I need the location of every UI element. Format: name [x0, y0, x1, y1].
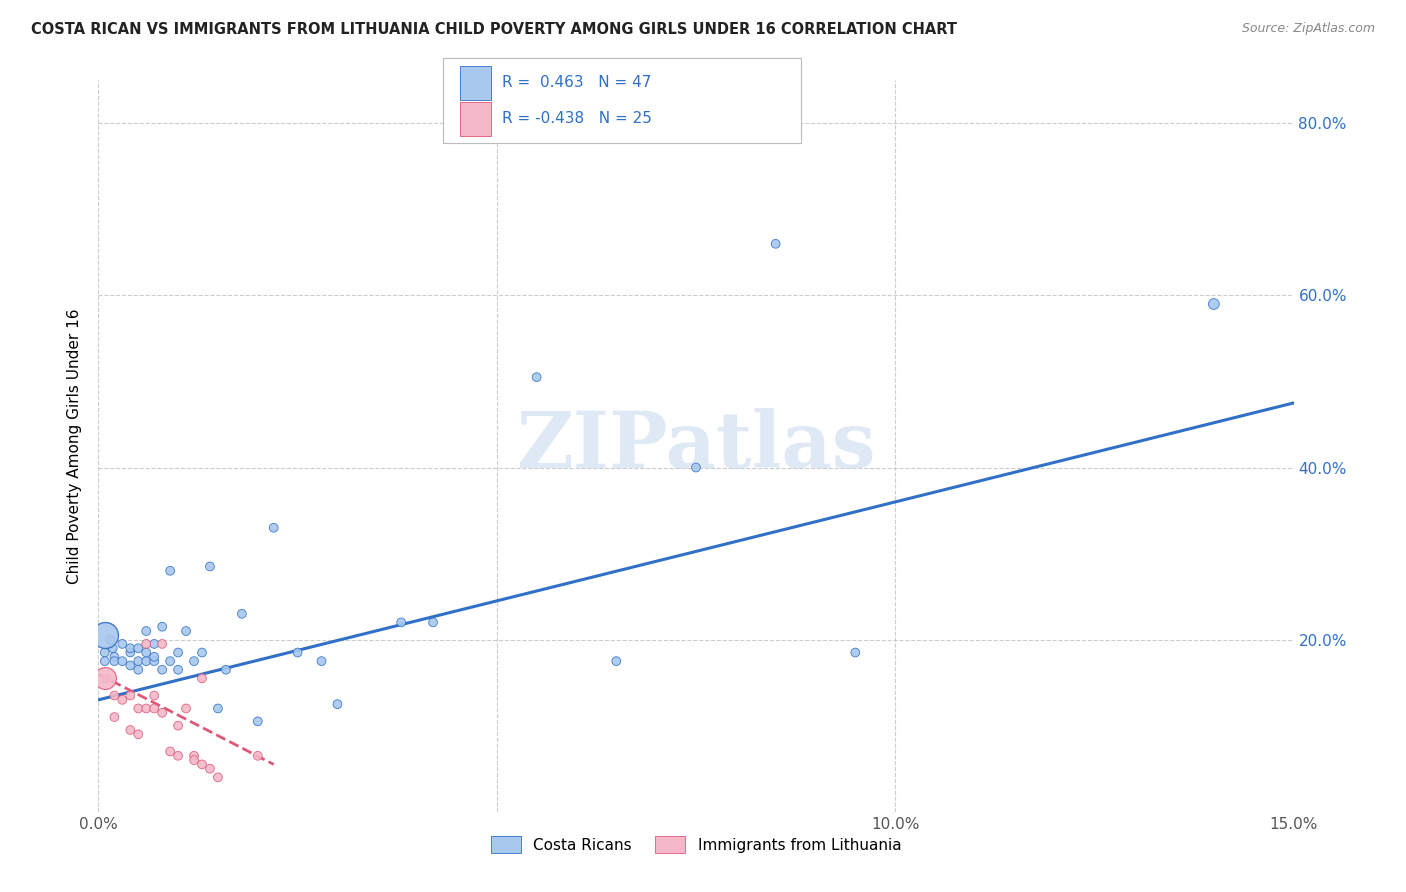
- Point: [150, 663, 173, 677]
- Point: [159, 744, 181, 758]
- Text: R =  0.463   N = 47: R = 0.463 N = 47: [502, 76, 651, 90]
- Point: [127, 654, 149, 668]
- Point: [215, 663, 238, 677]
- Point: [127, 663, 149, 677]
- Point: [207, 701, 229, 715]
- Point: [94, 671, 117, 685]
- Point: [127, 727, 149, 741]
- Text: Source: ZipAtlas.com: Source: ZipAtlas.com: [1241, 22, 1375, 36]
- Point: [120, 641, 142, 656]
- Point: [143, 701, 166, 715]
- Point: [174, 701, 197, 715]
- Point: [685, 460, 707, 475]
- Point: [120, 723, 142, 737]
- Point: [287, 646, 309, 660]
- Point: [167, 646, 190, 660]
- Point: [120, 646, 142, 660]
- Point: [198, 559, 221, 574]
- Point: [111, 637, 134, 651]
- Point: [135, 637, 157, 651]
- Point: [167, 748, 190, 763]
- Point: [326, 697, 349, 711]
- Point: [103, 649, 125, 664]
- Point: [127, 701, 149, 715]
- Text: ZIPatlas: ZIPatlas: [516, 408, 876, 484]
- Point: [231, 607, 253, 621]
- Point: [183, 753, 205, 767]
- Point: [101, 641, 124, 656]
- Text: R = -0.438   N = 25: R = -0.438 N = 25: [502, 112, 652, 126]
- Point: [605, 654, 627, 668]
- Point: [183, 654, 205, 668]
- Point: [311, 654, 333, 668]
- Text: COSTA RICAN VS IMMIGRANTS FROM LITHUANIA CHILD POVERTY AMONG GIRLS UNDER 16 CORR: COSTA RICAN VS IMMIGRANTS FROM LITHUANIA…: [31, 22, 957, 37]
- Point: [191, 757, 214, 772]
- Point: [1202, 297, 1225, 311]
- Point: [143, 649, 166, 664]
- Point: [103, 689, 125, 703]
- Point: [844, 646, 866, 660]
- Point: [150, 637, 173, 651]
- Legend: Costa Ricans, Immigrants from Lithuania: Costa Ricans, Immigrants from Lithuania: [485, 830, 907, 859]
- Point: [207, 770, 229, 784]
- Point: [198, 762, 221, 776]
- Point: [159, 654, 181, 668]
- Point: [526, 370, 548, 384]
- Point: [150, 706, 173, 720]
- Point: [246, 714, 269, 729]
- Point: [183, 748, 205, 763]
- Point: [135, 624, 157, 638]
- Point: [143, 689, 166, 703]
- Point: [127, 641, 149, 656]
- Point: [135, 646, 157, 660]
- Point: [111, 654, 134, 668]
- Point: [103, 654, 125, 668]
- Point: [159, 564, 181, 578]
- Point: [94, 654, 117, 668]
- Point: [94, 646, 117, 660]
- Point: [150, 620, 173, 634]
- Point: [135, 701, 157, 715]
- Point: [246, 748, 269, 763]
- Point: [191, 646, 214, 660]
- Point: [167, 663, 190, 677]
- Point: [111, 693, 134, 707]
- Point: [120, 658, 142, 673]
- Point: [103, 710, 125, 724]
- Point: [263, 521, 285, 535]
- Point: [143, 637, 166, 651]
- Point: [422, 615, 444, 630]
- Point: [120, 689, 142, 703]
- Point: [167, 719, 190, 733]
- Y-axis label: Child Poverty Among Girls Under 16: Child Poverty Among Girls Under 16: [67, 309, 83, 583]
- Point: [143, 654, 166, 668]
- Point: [98, 632, 122, 647]
- Point: [135, 654, 157, 668]
- Point: [389, 615, 412, 630]
- Point: [174, 624, 197, 638]
- Point: [96, 671, 118, 685]
- Point: [765, 236, 787, 251]
- Point: [191, 671, 214, 685]
- Point: [94, 628, 117, 642]
